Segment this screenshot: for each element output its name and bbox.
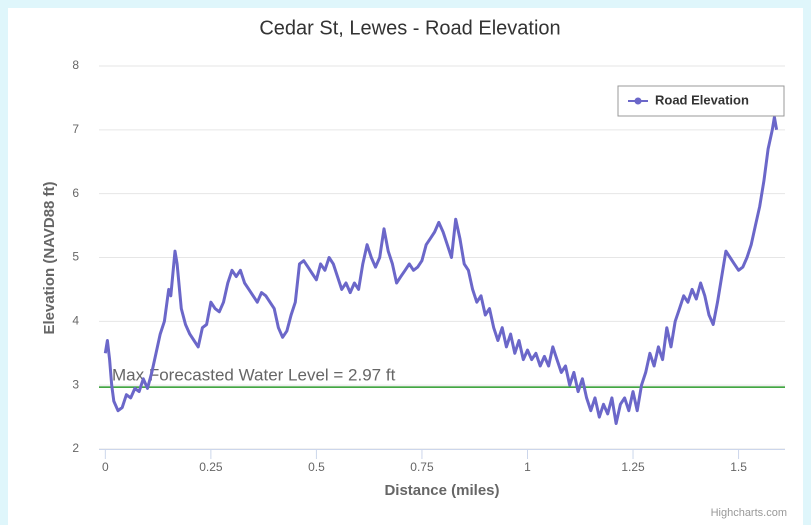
y-tick-label: 7 bbox=[72, 122, 79, 136]
legend-label: Road Elevation bbox=[655, 92, 749, 107]
x-tick-label: 1 bbox=[524, 460, 531, 474]
series-line bbox=[103, 115, 779, 425]
x-tick-label: 0.25 bbox=[199, 460, 223, 474]
x-tick-label: 1.5 bbox=[730, 460, 747, 474]
x-tick-label: 1.25 bbox=[621, 460, 645, 474]
y-tick-label: 5 bbox=[72, 250, 79, 264]
x-tick-label: 0.5 bbox=[308, 460, 325, 474]
x-tick-label: 0.75 bbox=[410, 460, 434, 474]
y-tick-label: 2 bbox=[72, 441, 79, 455]
plot-line-label: Max Forecasted Water Level = 2.97 ft bbox=[112, 366, 396, 385]
y-tick-label: 4 bbox=[72, 314, 79, 328]
credit: Highcharts.com bbox=[711, 507, 787, 519]
y-axis-title: Elevation (NAVD88 ft) bbox=[41, 181, 58, 334]
chart-title: Cedar St, Lewes - Road Elevation bbox=[259, 17, 560, 39]
x-tick-label: 0 bbox=[102, 460, 109, 474]
x-axis-title: Distance (miles) bbox=[384, 482, 499, 499]
y-tick-label: 6 bbox=[72, 186, 79, 200]
y-tick-label: 3 bbox=[72, 377, 79, 391]
y-tick-label: 8 bbox=[72, 58, 79, 72]
legend-symbol-marker bbox=[634, 97, 642, 105]
